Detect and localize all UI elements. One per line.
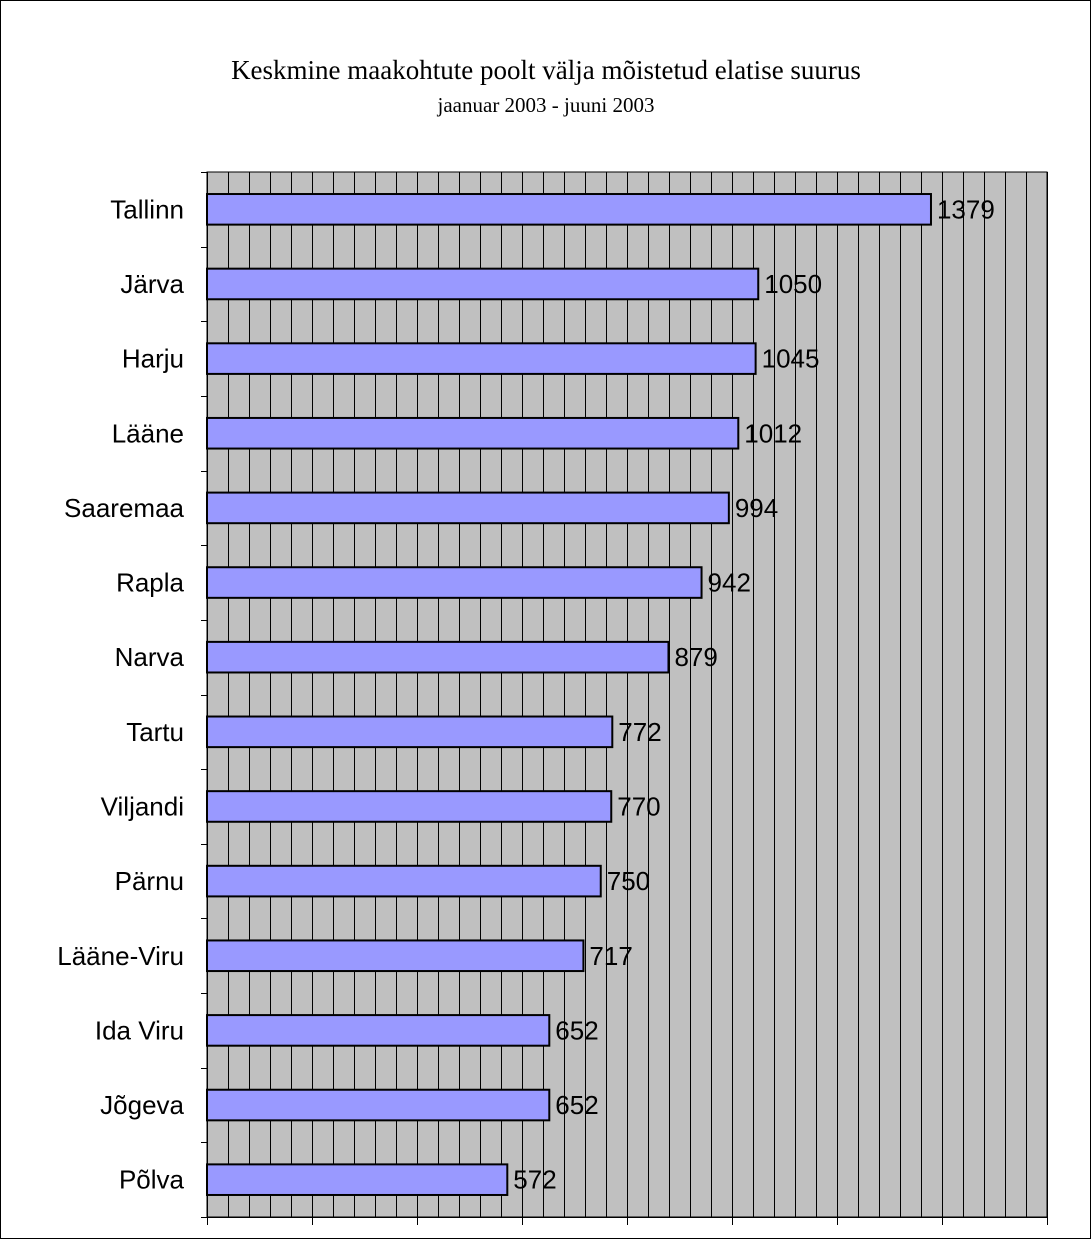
category-label: Jõgeva	[100, 1090, 184, 1120]
labels: 0 200 400 600 800 1000 1200 1400 1600 Tallinn 1379…	[57, 194, 1076, 1239]
category-label: Narva	[115, 642, 185, 672]
x-tick-label: 1200	[808, 1237, 866, 1239]
data-label: 772	[618, 717, 661, 747]
x-tick-label: 200	[290, 1237, 333, 1239]
data-label: 994	[735, 493, 778, 523]
category-label: Lääne	[112, 418, 184, 448]
category-label: Rapla	[116, 568, 184, 598]
category-label: Harju	[122, 344, 184, 374]
x-tick-label: 0	[200, 1237, 214, 1239]
bar-järva	[206, 267, 760, 301]
category-label: Viljandi	[101, 791, 184, 821]
data-label: 1012	[744, 418, 802, 448]
category-label: Ida Viru	[95, 1015, 184, 1045]
category-label: Saaremaa	[64, 493, 184, 523]
category-label: Tallinn	[110, 194, 184, 224]
data-label: 942	[708, 568, 751, 598]
x-tick-label: 1600	[1018, 1237, 1076, 1239]
bar-lääne	[206, 416, 740, 450]
category-label: Järva	[120, 269, 184, 299]
data-label: 1045	[762, 344, 820, 374]
x-tick-label: 800	[605, 1237, 648, 1239]
category-label: Tartu	[126, 717, 184, 747]
bar-lääne-viru	[206, 939, 585, 973]
data-label: 717	[589, 941, 632, 971]
bar-tartu	[206, 715, 614, 749]
chart-subtitle: jaanuar 2003 - juuni 2003	[437, 93, 655, 117]
bar-põlva	[206, 1163, 509, 1196]
data-label: 572	[513, 1165, 556, 1195]
gridlines	[207, 172, 1048, 1217]
x-tick-label: 600	[500, 1237, 543, 1239]
bar-viljandi	[206, 790, 613, 823]
bar-narva	[206, 640, 670, 674]
data-label: 1050	[764, 269, 822, 299]
bar-rapla	[206, 566, 703, 599]
bars	[206, 193, 932, 1196]
category-label: Lääne-Viru	[57, 941, 184, 971]
bar-saaremaa	[206, 491, 730, 525]
bar-jõgeva	[206, 1088, 551, 1122]
bar-pärnu	[206, 864, 602, 898]
data-label: 750	[607, 866, 650, 896]
data-label: 770	[617, 791, 660, 821]
data-label: 652	[555, 1090, 598, 1120]
chart-title: Keskmine maakohtute poolt välja mõistetu…	[231, 55, 861, 85]
x-tick-label: 1400	[913, 1237, 971, 1239]
data-label: 1379	[937, 194, 995, 224]
bar-ida-viru	[206, 1014, 551, 1047]
x-tick-label: 1000	[703, 1237, 761, 1239]
bar-tallinn	[206, 193, 932, 226]
data-label: 879	[674, 642, 717, 672]
category-label: Põlva	[119, 1165, 185, 1195]
data-label: 652	[555, 1015, 598, 1045]
category-label: Pärnu	[115, 866, 184, 896]
x-tick-label: 400	[395, 1237, 438, 1239]
bar-harju	[206, 342, 757, 375]
